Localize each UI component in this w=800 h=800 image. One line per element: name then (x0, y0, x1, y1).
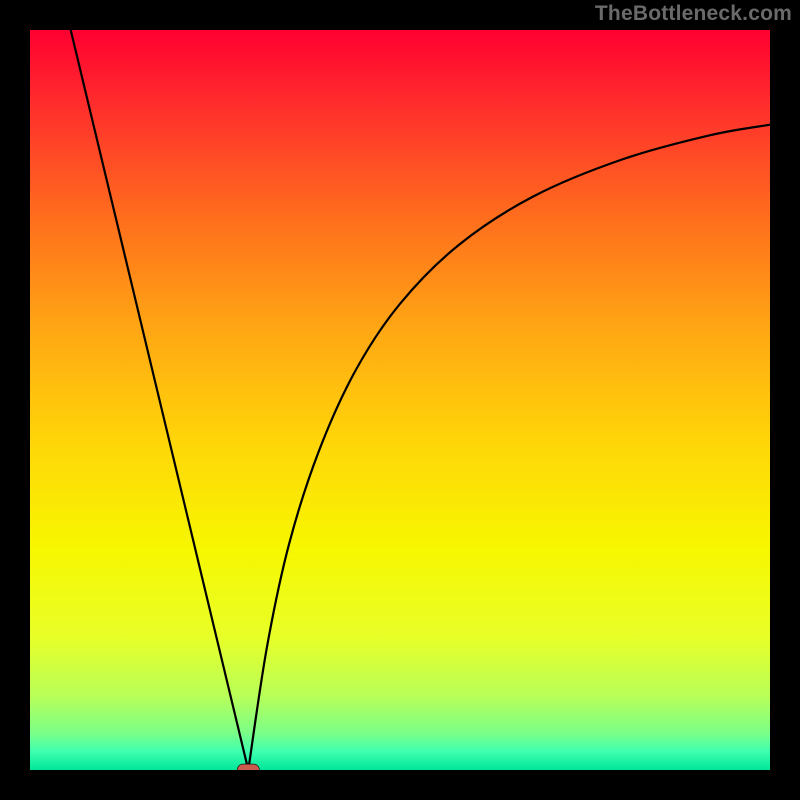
bottleneck-chart (0, 0, 800, 800)
chart-background (30, 30, 770, 770)
watermark-text: TheBottleneck.com (595, 2, 792, 26)
